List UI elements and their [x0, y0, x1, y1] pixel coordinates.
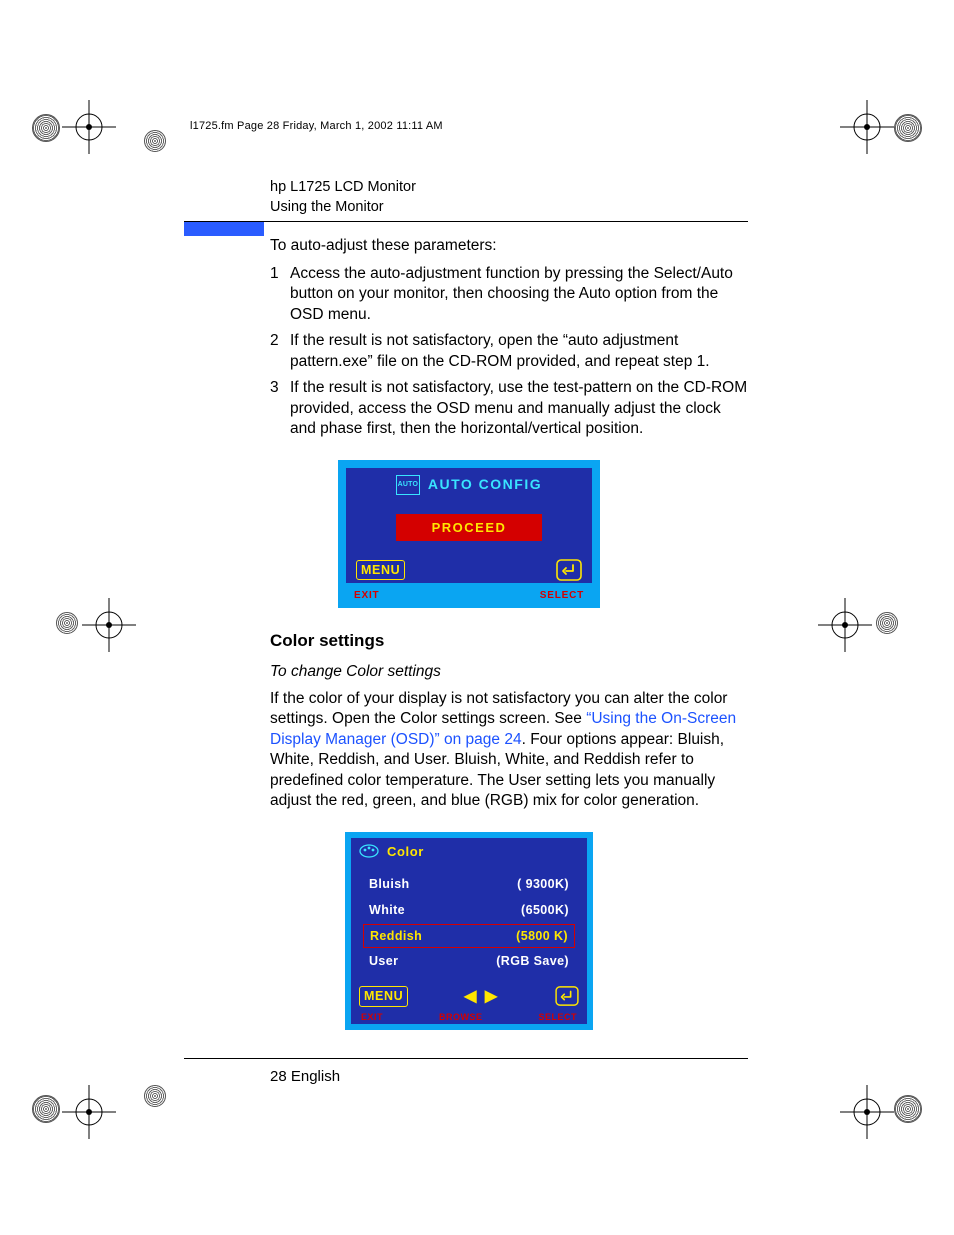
horizontal-rule	[184, 1058, 748, 1059]
crop-dot	[894, 114, 922, 142]
list-item: 2If the result is not satisfactory, open…	[270, 331, 748, 372]
option-label: User	[369, 953, 398, 970]
step-number: 1	[270, 264, 290, 325]
step-text: Access the auto-adjustment function by p…	[290, 264, 748, 325]
osd-titlebar: AUTO AUTO CONFIG	[346, 468, 592, 502]
option-value: (RGB Save)	[496, 953, 569, 970]
page-content: l1725.fm Page 28 Friday, March 1, 2002 1…	[190, 120, 748, 1087]
enter-icon	[555, 986, 579, 1006]
menu-button-icon: MENU	[356, 560, 405, 581]
registration-mark-icon	[840, 100, 894, 154]
color-option-bluish: Bluish ( 9300K)	[363, 871, 575, 898]
steps-list: 1Access the auto-adjustment function by …	[270, 264, 748, 440]
doc-title: hp L1725 LCD Monitor	[270, 178, 748, 198]
crop-dot	[32, 1095, 60, 1123]
select-label: SELECT	[538, 1012, 577, 1024]
list-item: 3If the result is not satisfactory, use …	[270, 378, 748, 439]
option-label: Bluish	[369, 876, 410, 893]
osd-color-panel: Color Bluish ( 9300K) White (6500K) Reddis…	[345, 832, 593, 1030]
step-number: 3	[270, 378, 290, 439]
registration-mark-icon	[62, 1085, 116, 1139]
page-footer: 28 English	[270, 1067, 748, 1087]
step-text: If the result is not satisfactory, use t…	[290, 378, 748, 439]
registration-mark-icon	[62, 100, 116, 154]
registration-mark-icon	[840, 1085, 894, 1139]
select-label: SELECT	[540, 589, 584, 602]
auto-icon: AUTO	[396, 475, 420, 495]
exit-label: EXIT	[361, 1012, 383, 1024]
exit-label: EXIT	[354, 589, 379, 602]
crop-dot	[56, 612, 78, 634]
option-value: ( 9300K)	[517, 876, 569, 893]
osd-titlebar: Color	[351, 838, 587, 865]
browse-label: BROWSE	[439, 1012, 483, 1024]
option-value: (6500K)	[521, 902, 569, 919]
browse-arrows-icon: ◀ ▶	[464, 986, 499, 1007]
proceed-button: PROCEED	[396, 514, 543, 541]
enter-icon	[556, 559, 582, 581]
osd-footer: MENU	[346, 555, 592, 583]
osd-footer: MENU ◀ ▶	[351, 983, 587, 1009]
osd-body: PROCEED	[346, 502, 592, 555]
color-settings-paragraph: If the color of your display is not sati…	[270, 689, 748, 812]
sub-heading: To change Color settings	[270, 662, 748, 682]
step-text: If the result is not satisfactory, open …	[290, 331, 748, 372]
crop-dot	[144, 130, 166, 152]
step-number: 2	[270, 331, 290, 372]
menu-button-icon: MENU	[359, 986, 408, 1007]
crop-dot	[876, 612, 898, 634]
osd-footer-labels: EXIT BROWSE SELECT	[351, 1009, 587, 1024]
crop-dot	[32, 114, 60, 142]
blue-tab-marker	[184, 222, 264, 236]
option-value: (5800 K)	[516, 928, 568, 945]
intro-text: To auto-adjust these parameters:	[270, 236, 748, 256]
osd-auto-config-panel: AUTO AUTO CONFIG PROCEED MENU EXIT SELEC…	[338, 460, 600, 608]
list-item: 1Access the auto-adjustment function by …	[270, 264, 748, 325]
section-heading-color-settings: Color settings	[270, 630, 748, 652]
horizontal-rule	[184, 221, 748, 222]
crop-dot	[144, 1085, 166, 1107]
registration-mark-icon	[818, 598, 872, 652]
osd-title: AUTO CONFIG	[428, 475, 542, 493]
crop-dot	[894, 1095, 922, 1123]
osd-footer-labels: EXIT SELECT	[340, 589, 598, 606]
color-option-white: White (6500K)	[363, 897, 575, 924]
doc-subtitle: Using the Monitor	[270, 199, 748, 215]
print-header: l1725.fm Page 28 Friday, March 1, 2002 1…	[190, 120, 748, 132]
color-icon	[359, 843, 379, 859]
color-option-user: User (RGB Save)	[363, 948, 575, 975]
option-label: White	[369, 902, 405, 919]
option-label: Reddish	[370, 928, 422, 945]
osd-color-list: Bluish ( 9300K) White (6500K) Reddish (5800…	[351, 865, 587, 983]
registration-mark-icon	[82, 598, 136, 652]
osd-title: Color	[387, 843, 424, 860]
color-option-reddish: Reddish (5800 K)	[363, 924, 575, 949]
